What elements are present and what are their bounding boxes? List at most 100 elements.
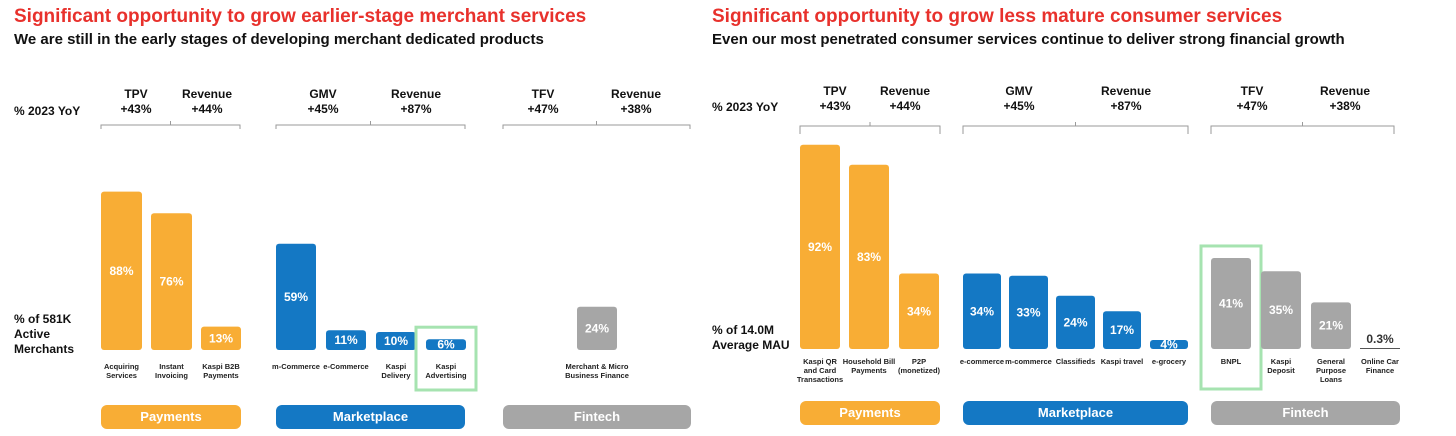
bar-category-label: Advertising [425,371,467,380]
bar-value-label: 11% [334,333,358,347]
bar-value-label: 34% [907,304,931,318]
bar-value-label: 92% [808,240,832,254]
group-pill [1211,401,1400,425]
metric-value: +43% [120,102,151,116]
bar-category-label: Merchant & Micro [566,362,629,371]
bar-value-label: 59% [284,290,308,304]
bar [800,144,840,349]
bar-category-label: BNPL [1221,357,1242,366]
bar [326,330,366,350]
metric-name: TFV [532,87,555,101]
bar [276,243,316,350]
metric-value: +38% [1329,99,1360,113]
group-pill-label: Marketplace [1038,405,1113,420]
bar [1150,340,1188,349]
bar-value-label: 0.3% [1366,332,1394,346]
group-pill-label: Payments [839,405,900,420]
metric-value: +44% [889,99,920,113]
bar-category-label: P2P [912,357,926,366]
bar [1211,257,1251,349]
chart-title: Significant opportunity to grow earlier-… [14,6,587,27]
metric-value: +47% [1236,99,1267,113]
bar-value-label: 13% [209,331,233,345]
metric-value: +87% [400,102,431,116]
metric-name: Revenue [1320,84,1370,98]
bar [376,332,416,350]
group-pill [503,405,691,429]
bar [577,306,617,350]
metric-name: Revenue [611,87,661,101]
group-pill [101,405,241,429]
bar-category-label: Services [106,371,137,380]
highlight-box [414,325,478,392]
group-pill-label: Fintech [574,409,620,424]
bar [899,273,939,349]
group-bracket [799,122,941,134]
bar-value-label: 33% [1016,305,1040,319]
bar-category-label: Loans [1320,375,1342,384]
bar-category-label: Finance [1366,366,1394,375]
bar-category-label: e-commerce [960,357,1004,366]
group-pill-label: Fintech [1282,405,1328,420]
metric-value: +47% [527,102,558,116]
bar-category-label: Purpose [1316,366,1346,375]
y-axis-label-line: % of 14.0M [712,323,775,337]
bar-value-label: 35% [1269,303,1293,317]
bar-category-label: Business Finance [565,371,629,380]
metric-name: GMV [1005,84,1032,98]
y-axis-label: % of 14.0M Average MAU [712,323,790,353]
y-axis-label-line: Merchants [14,342,75,356]
bar-category-label: Kaspi B2B [202,362,240,371]
group-pill [276,405,465,429]
bar-value-label: 21% [1319,319,1343,333]
bar-category-label: Payments [851,366,886,375]
group-pill [800,401,940,425]
group-bracket [962,122,1189,134]
bar-category-label: m-Commerce [272,362,320,371]
bar-value-label: 10% [384,334,408,348]
bar-value-label: 76% [159,275,183,289]
y-axis-label-line: Average MAU [712,338,790,352]
metric-name: TPV [124,87,147,101]
consumer-panel: Significant opportunity to grow less mat… [712,0,1456,436]
group-pill [963,401,1188,425]
chart-subtitle: Even our most penetrated consumer servic… [712,31,1345,48]
bar [1103,311,1141,349]
metric-value: +38% [620,102,651,116]
bar-value-label: 83% [857,250,881,264]
bar-category-label: Online Car [1361,357,1399,366]
bar-value-label: 88% [109,264,133,278]
bar-value-label: 4% [1160,338,1178,352]
bar-value-label: 41% [1219,296,1243,310]
bar-category-label: Kaspi [1271,357,1291,366]
merchant-panel: Significant opportunity to grow earlier-… [14,0,714,436]
bar [151,213,192,350]
bar-category-label: m-commerce [1005,357,1052,366]
yoy-label: % 2023 YoY [14,104,81,118]
metric-value: +45% [307,102,338,116]
bar-category-label: (monetized) [898,366,941,375]
bar-category-label: Payments [203,371,238,380]
bar-category-label: e-grocery [1152,357,1187,366]
bar-category-label: Classifieds [1056,357,1096,366]
metric-name: Revenue [880,84,930,98]
bar [1009,275,1048,349]
bar-category-label: Instant [159,362,184,371]
bar [963,273,1001,349]
metric-name: TPV [823,84,846,98]
chart-title: Significant opportunity to grow less mat… [712,6,1283,27]
bar-category-label: Kaspi [386,362,406,371]
bar [201,326,241,350]
bar [1261,271,1301,349]
metric-name: GMV [309,87,336,101]
metric-name: Revenue [1101,84,1151,98]
y-axis-label-line: Active [14,327,51,341]
metric-value: +87% [1110,99,1141,113]
bar-value-label: 6% [437,338,455,352]
group-pill-label: Marketplace [333,409,408,424]
bar-category-label: e-Commerce [323,362,368,371]
chart-subtitle: We are still in the early stages of deve… [14,31,544,48]
bar-category-label: and Card [804,366,837,375]
y-axis-label: % of 581K Active Merchants [14,312,74,357]
bar [849,164,889,349]
